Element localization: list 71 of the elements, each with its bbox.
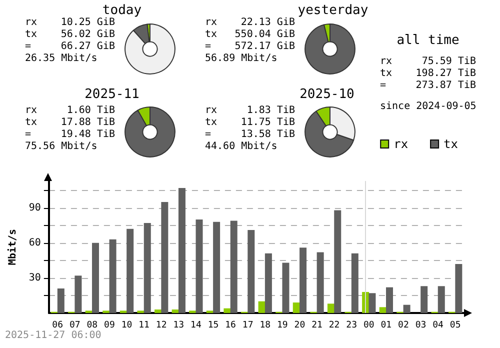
text: 17.88 TiB xyxy=(60,117,115,129)
text: 44.60 Mbit/s xyxy=(205,141,278,153)
x-tick-label: 03 xyxy=(415,320,426,330)
text: tx xyxy=(205,117,218,129)
text: 273.87 TiB xyxy=(414,80,476,92)
text: 11.75 TiB xyxy=(240,117,295,129)
x-tick-label: 00 xyxy=(363,320,374,330)
x-tick-label: 08 xyxy=(86,320,98,330)
x-tick-label: 06 xyxy=(52,320,64,330)
text: tx xyxy=(205,29,218,41)
x-tick-label: 05 xyxy=(450,320,461,330)
legend-label: rx xyxy=(394,137,408,151)
chart-title: yesterday xyxy=(296,3,370,18)
chart-title: 2025-10 xyxy=(298,87,356,102)
x-tick-label: 09 xyxy=(104,320,115,330)
text: tx xyxy=(380,68,392,80)
text: = xyxy=(25,129,32,141)
text: rx xyxy=(380,56,392,68)
text: = xyxy=(380,80,388,92)
text: tx xyxy=(25,117,38,129)
text: = xyxy=(25,41,32,53)
text: rx xyxy=(25,105,38,117)
x-tick-label: 23 xyxy=(346,320,358,330)
text: 19.48 TiB xyxy=(60,129,115,141)
x-tick-label: 04 xyxy=(432,320,444,330)
x-tick-label: 02 xyxy=(398,320,409,330)
x-tick-label: 16 xyxy=(225,320,236,330)
text: rx xyxy=(205,17,218,29)
text: = xyxy=(205,41,212,53)
x-tick-label: 01 xyxy=(380,320,392,330)
text: rx xyxy=(205,105,218,117)
x-tick-label: 17 xyxy=(242,320,254,330)
text: 26.35 Mbit/s xyxy=(25,53,98,65)
x-tick-label: 15 xyxy=(208,320,219,330)
x-tick-label: 20 xyxy=(294,320,306,330)
x-tick-label: 22 xyxy=(328,320,340,330)
text: 1.83 TiB xyxy=(246,105,295,117)
x-tick-label: 19 xyxy=(276,320,288,330)
text: 10.25 GiB xyxy=(60,17,115,29)
text: 2025-11-27 06:00 xyxy=(5,330,102,341)
text: 198.27 TiB xyxy=(414,68,476,80)
x-tick-label: 21 xyxy=(312,320,322,330)
legend-label: tx xyxy=(444,137,458,151)
x-tick-label: 07 xyxy=(69,320,80,330)
text: since 2024-09-05 xyxy=(380,101,476,113)
text: 75.59 TiB xyxy=(420,56,476,68)
chart-title: today xyxy=(102,3,143,18)
text: tx xyxy=(25,29,38,41)
x-tick-label: 12 xyxy=(156,320,167,330)
x-tick-label: 11 xyxy=(138,320,150,330)
y-tick-label: 30 xyxy=(28,272,41,284)
text: 56.89 Mbit/s xyxy=(205,53,278,65)
text: = xyxy=(205,129,212,141)
y-tick-label: 90 xyxy=(28,202,41,214)
x-tick-label: 14 xyxy=(190,320,202,330)
y-axis-title: Mbit/s xyxy=(6,228,18,266)
text: 66.27 GiB xyxy=(60,41,115,53)
x-tick-label: 13 xyxy=(173,320,184,330)
text: 75.56 Mbit/s xyxy=(25,141,98,153)
text: rx xyxy=(25,17,38,29)
chart-title: 2025-11 xyxy=(84,87,140,102)
x-tick-label: 18 xyxy=(260,320,271,330)
text: 13.58 TiB xyxy=(240,129,295,141)
text: 56.02 GiB xyxy=(60,29,115,41)
text: 550.04 GiB xyxy=(234,29,295,41)
text: all time xyxy=(396,33,460,48)
x-tick-label: 10 xyxy=(121,320,132,330)
text: 1.60 TiB xyxy=(66,105,115,117)
text: 572.17 GiB xyxy=(234,41,295,53)
y-tick-label: 60 xyxy=(28,237,41,248)
text: 22.13 GiB xyxy=(240,17,295,29)
